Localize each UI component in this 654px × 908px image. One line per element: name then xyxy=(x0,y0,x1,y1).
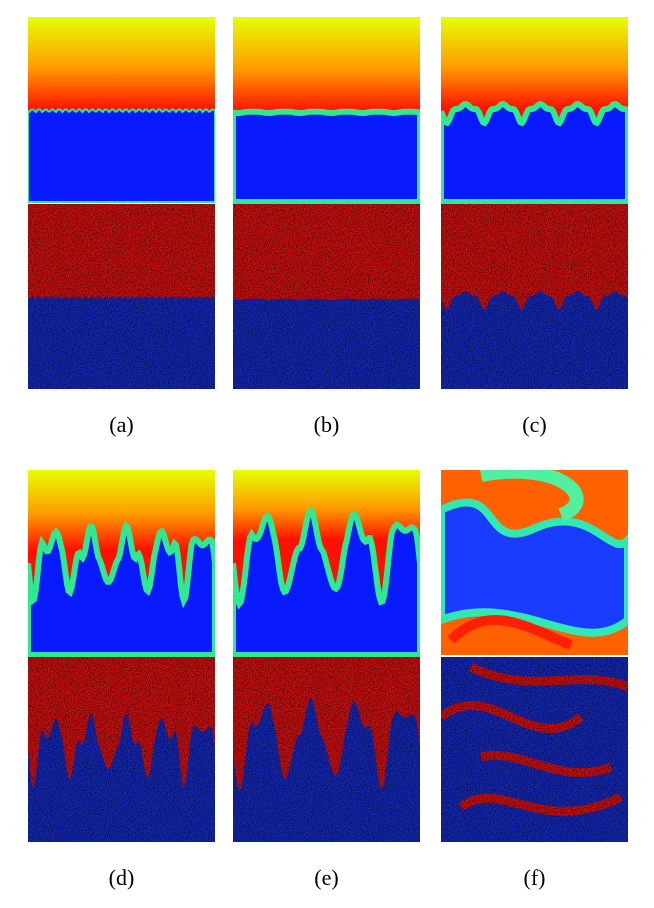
heavy-fluid xyxy=(441,101,628,205)
panel xyxy=(28,470,215,842)
panel-label: (a) xyxy=(109,412,133,437)
heavy-fluid xyxy=(233,108,420,205)
swirl xyxy=(447,615,573,650)
panel xyxy=(441,17,628,389)
panel-label: (f) xyxy=(524,865,546,890)
particle-noise xyxy=(441,204,628,389)
panel xyxy=(233,17,420,389)
panel-label: (c) xyxy=(522,412,546,437)
particle-noise xyxy=(28,204,215,389)
panel-label: (d) xyxy=(109,865,135,890)
swirl xyxy=(480,470,584,522)
heavy-fluid xyxy=(233,506,420,658)
panel xyxy=(441,470,628,842)
particle-noise xyxy=(441,657,628,842)
panel xyxy=(28,17,215,389)
heavy-fluid xyxy=(441,498,628,637)
heavy-fluid xyxy=(28,108,215,203)
heavy-fluid xyxy=(28,520,215,658)
panel-label: (b) xyxy=(314,412,340,437)
particle-noise xyxy=(28,657,215,842)
particle-noise xyxy=(233,204,420,389)
panel-label: (e) xyxy=(314,865,338,890)
particle-noise xyxy=(233,657,420,842)
panel xyxy=(233,470,420,842)
